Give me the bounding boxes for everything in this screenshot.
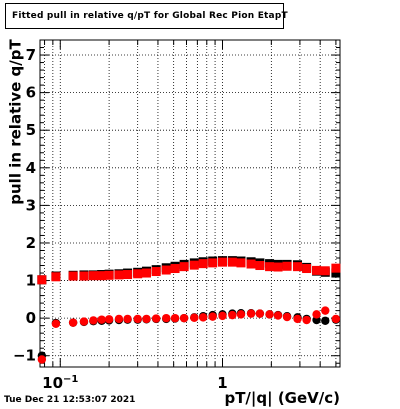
square-marker: [227, 257, 237, 267]
plot-frame: [39, 39, 341, 368]
circle-marker: [170, 313, 180, 323]
square-marker: [170, 264, 180, 274]
x-tick-label: 10−1: [42, 374, 78, 392]
circle-marker: [190, 313, 199, 322]
circle-marker: [68, 318, 78, 327]
square-marker: [79, 271, 89, 281]
y-tick-label: 5: [26, 121, 36, 139]
circle-marker: [133, 314, 142, 324]
square-marker: [151, 267, 161, 277]
square-marker: [273, 262, 283, 272]
y-tick-labels: −1 0 1 2 3 4 5 6 7: [13, 46, 36, 365]
circle-marker: [293, 314, 302, 324]
grid-lines: [40, 40, 340, 367]
timestamp: Tue Dec 21 12:53:07 2021: [4, 395, 136, 405]
circle-marker: [228, 310, 237, 320]
circle-marker: [312, 310, 321, 319]
y-tick-label: 7: [26, 46, 36, 64]
square-marker: [161, 265, 171, 275]
y-tick-label: −1: [13, 347, 36, 365]
data-markers: [37, 256, 341, 364]
square-marker: [293, 262, 303, 272]
circle-marker: [246, 309, 256, 318]
circle-marker: [104, 315, 114, 324]
square-marker: [179, 262, 189, 272]
square-marker: [255, 261, 265, 271]
circle-marker: [97, 315, 106, 324]
circle-marker: [273, 311, 283, 320]
square-marker: [282, 261, 292, 271]
circle-marker: [302, 315, 311, 325]
y-tick-label: 1: [26, 272, 36, 290]
square-marker: [302, 264, 312, 274]
axis-ticks: [40, 40, 340, 367]
circle-marker: [265, 310, 274, 319]
circle-marker: [123, 314, 132, 324]
circle-marker: [114, 314, 124, 324]
y-tick-label: 0: [26, 309, 36, 327]
square-marker: [265, 262, 275, 272]
x-tick-label: 1: [217, 374, 227, 392]
square-marker: [198, 259, 208, 269]
y-tick-label: 3: [26, 196, 36, 214]
circle-marker: [331, 314, 341, 324]
square-marker: [208, 258, 218, 268]
circle-marker: [218, 311, 227, 321]
square-marker: [51, 272, 61, 282]
square-marker: [236, 258, 246, 268]
circle-marker: [89, 316, 98, 325]
circle-marker: [79, 317, 89, 326]
square-marker: [88, 271, 98, 281]
y-tick-label: 2: [26, 234, 36, 252]
y-tick-label: 4: [26, 159, 36, 177]
circle-marker: [208, 312, 217, 321]
chart-title: Fitted pull in relative q/pT for Global …: [5, 3, 288, 29]
square-marker: [123, 270, 133, 280]
square-marker: [37, 275, 47, 285]
square-marker: [104, 270, 114, 280]
circle-marker: [179, 313, 189, 323]
square-marker: [331, 263, 341, 273]
circle-marker: [198, 313, 208, 322]
circle-marker: [236, 310, 246, 319]
circle-marker: [321, 306, 330, 315]
circle-marker: [151, 314, 161, 323]
x-axis-label: pT/|q| (GeV/c): [224, 389, 340, 407]
x-tick-labels: 10−1 1: [42, 374, 228, 392]
square-marker: [217, 257, 227, 267]
circle-marker: [37, 355, 47, 364]
circle-marker: [142, 314, 151, 324]
circle-marker: [51, 319, 61, 328]
circle-marker: [162, 313, 171, 323]
y-tick-label: 6: [26, 84, 36, 102]
square-marker: [246, 259, 256, 269]
square-marker: [114, 270, 124, 280]
square-marker: [141, 268, 151, 278]
square-marker: [97, 271, 107, 281]
square-marker: [320, 266, 330, 276]
square-marker: [68, 271, 78, 281]
square-marker: [312, 265, 322, 275]
square-marker: [189, 260, 199, 270]
circle-marker: [282, 312, 292, 322]
circle-marker: [255, 309, 265, 318]
square-marker: [133, 269, 143, 279]
circle-marker: [321, 316, 330, 325]
square-marker: [331, 268, 341, 278]
